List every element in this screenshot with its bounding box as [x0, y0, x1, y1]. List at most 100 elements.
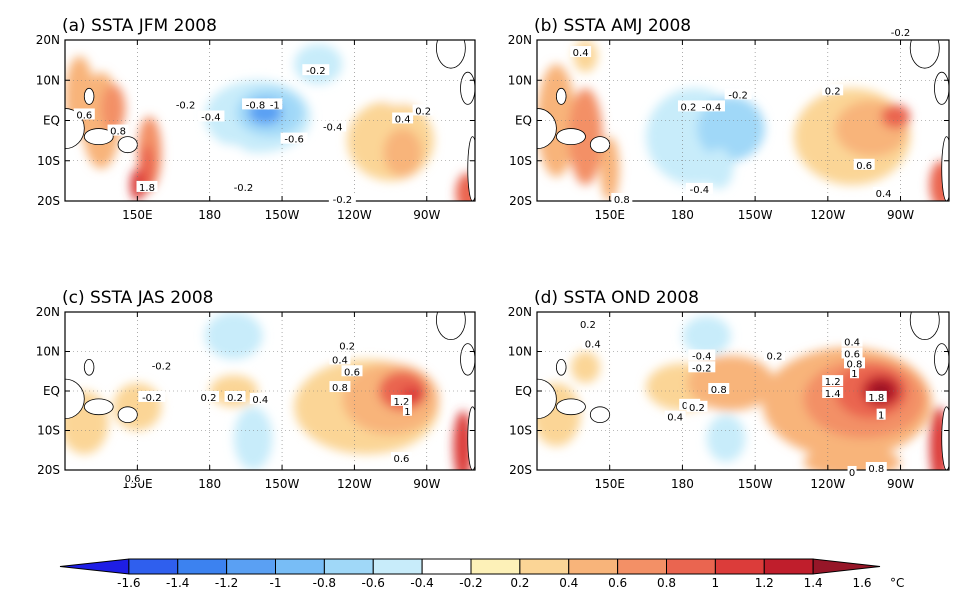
land-mask	[65, 40, 475, 201]
lon-tick-label: 180	[671, 208, 694, 222]
contour-label: 0.6	[856, 161, 872, 172]
contour-label: -0.4	[702, 102, 722, 113]
contour-label: 0.2	[767, 351, 783, 362]
contour-label: 0.6	[844, 349, 860, 360]
lat-tick-label: 20S	[37, 194, 60, 208]
contour-label: 0.4	[332, 355, 348, 366]
colorbar-label: 1.2	[755, 576, 774, 590]
panel-title: (a) SSTA JFM 2008	[62, 16, 217, 36]
contour-label: -0.6	[284, 135, 304, 146]
contour-label: 1.8	[139, 183, 155, 194]
lat-tick-label: 10S	[509, 424, 532, 438]
contour-label: 0.8	[847, 359, 863, 370]
lat-tick-label: 20S	[37, 463, 60, 477]
contour-label: -0.2	[234, 183, 254, 194]
colorbar-swatch	[372, 558, 423, 575]
lon-tick-label: 90W	[413, 477, 440, 491]
colorbar-unit: °C	[890, 576, 904, 590]
lat-tick-label: 20S	[509, 194, 532, 208]
contour-label: -0.4	[201, 112, 221, 123]
lon-tick-label: 150W	[738, 477, 773, 491]
map-panel: (a) SSTA JFM 2008 150E 180 150W 120W 90W 20N 10…	[36, 16, 476, 222]
colorbar-swatch	[617, 558, 667, 575]
lat-tick-label: EQ	[43, 114, 60, 128]
anomaly-field	[537, 40, 949, 201]
colorbar-swatch	[59, 558, 130, 575]
contour-label: 1	[404, 407, 410, 418]
contour-label: -0.2	[142, 393, 162, 404]
contour-label: -0.2	[306, 66, 326, 77]
contour-label: -0.4	[690, 185, 710, 196]
colorbar-swatch	[226, 558, 276, 575]
contour-label: 0.8	[711, 385, 727, 396]
colorbar: -1.6 -1.4 -1.2 -1 -0.8 -0.6 -0.4 -0.2 0.2 0.4 0.6 0…	[59, 558, 904, 590]
colorbar-swatch	[568, 558, 619, 575]
colorbar-label: 0.8	[657, 576, 676, 590]
lon-tick-label: 90W	[887, 477, 914, 491]
contour-label: 0.4	[252, 395, 268, 406]
colorbar-label: 0.6	[608, 576, 627, 590]
colorbar-label: -1.2	[215, 576, 238, 590]
colorbar-swatch	[714, 558, 765, 575]
colorbar-label: 0.4	[559, 576, 578, 590]
lat-tick-label: 10S	[509, 154, 532, 168]
contour-label: -0.2	[728, 90, 748, 101]
lon-tick-label: 150E	[594, 477, 625, 491]
contour-label: 0.4	[667, 413, 683, 424]
lon-tick-label: 90W	[413, 208, 440, 222]
colorbar-swatch	[519, 558, 570, 575]
colorbar-swatch	[177, 558, 228, 575]
contour-label: 1	[851, 369, 857, 380]
lat-tick-label: 20N	[36, 33, 60, 47]
contour-label: -0.2	[891, 28, 911, 39]
lon-tick-label: 180	[671, 477, 694, 491]
lat-tick-label: EQ	[43, 384, 60, 398]
colorbar-label: -0.4	[410, 576, 433, 590]
contour-label: 0.4	[844, 338, 860, 349]
colorbar-label: -0.2	[459, 576, 482, 590]
colorbar-swatch	[421, 558, 472, 575]
contour-label: 1.2	[825, 377, 841, 388]
contour-label: 0.4	[573, 48, 589, 59]
lat-tick-label: 10N	[508, 73, 532, 87]
lon-tick-label: 120W	[810, 208, 845, 222]
contour-label: 0.2	[339, 342, 355, 353]
anomaly-field	[65, 312, 475, 470]
contour-label: 0.6	[125, 474, 141, 485]
contour-label: 0.8	[868, 464, 884, 475]
contour-label: 0.4	[585, 340, 601, 351]
lat-tick-label: 10N	[36, 73, 60, 87]
colorbar-swatch	[763, 558, 814, 575]
contour-label: -0.8	[246, 100, 266, 111]
contour-label: 0.4	[876, 189, 892, 200]
panel-title: (b) SSTA AMJ 2008	[534, 16, 691, 36]
lon-tick-label: 180	[198, 208, 221, 222]
colorbar-label: -0.8	[313, 576, 336, 590]
colorbar-swatch	[812, 558, 881, 575]
lon-tick-label: 150W	[738, 208, 773, 222]
colorbar-label: 0.2	[510, 576, 529, 590]
anomaly-field	[65, 40, 475, 201]
contour-label: 0.2	[681, 102, 697, 113]
contour-label: -0.2	[333, 195, 353, 206]
panel-title: (c) SSTA JAS 2008	[62, 288, 214, 308]
contour-label: -0.2	[692, 363, 712, 374]
contour-label: 0.2	[825, 86, 841, 97]
lon-tick-label: 120W	[810, 477, 845, 491]
contour-label: 0.8	[614, 195, 630, 206]
colorbar-label: -0.6	[362, 576, 385, 590]
contour-label: 0	[849, 468, 855, 479]
contour-label: 0.4	[395, 114, 411, 125]
colorbar-swatch	[323, 558, 374, 575]
contour-label: -0.2	[152, 361, 172, 372]
colorbar-label: -1.6	[117, 576, 140, 590]
contour-label: 0.8	[332, 383, 348, 394]
lon-tick-label: 120W	[337, 477, 372, 491]
lon-tick-label: 150E	[122, 208, 153, 222]
lon-tick-label: 120W	[337, 208, 372, 222]
lat-tick-label: EQ	[515, 384, 532, 398]
contour-label: 0.2	[415, 106, 431, 117]
